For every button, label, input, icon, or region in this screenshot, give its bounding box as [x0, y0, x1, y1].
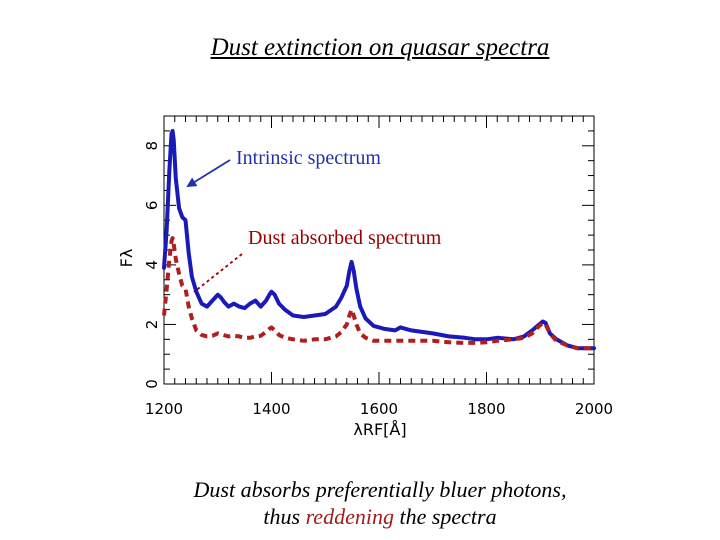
series-line-absorbed — [162, 236, 594, 351]
caption-line-2: thus reddening the spectra — [0, 503, 720, 530]
y-tick-label: 4 — [143, 260, 161, 270]
x-tick-label: 1600 — [360, 400, 398, 418]
arrow-intrinsic — [186, 159, 231, 188]
caption-suffix: the spectra — [393, 504, 497, 529]
y-tick-label: 2 — [143, 320, 161, 330]
annotation-dust-absorbed-spectrum: Dust absorbed spectrum — [248, 227, 442, 249]
slide-caption: Dust absorbs preferentially bluer photon… — [0, 476, 720, 530]
series-line-intrinsic — [162, 128, 596, 351]
y-tick-label: 6 — [143, 201, 161, 211]
x-tick-label: 1400 — [252, 400, 290, 418]
y-tick-label: 0 — [143, 379, 161, 389]
caption-line-1: Dust absorbs preferentially bluer photon… — [193, 477, 567, 502]
annotation-intrinsic-spectrum: Intrinsic spectrum — [236, 147, 381, 169]
y-axis-label: Fλ — [117, 249, 136, 268]
axis-ticks: 1200 1400 1600 1800 2000 0 2 4 6 8 — [143, 115, 613, 418]
x-tick-label: 1800 — [467, 400, 505, 418]
x-tick-label: 2000 — [575, 400, 613, 418]
caption-prefix: thus — [263, 504, 306, 529]
x-axis-label: λRF[Å] — [353, 420, 406, 439]
x-tick-label: 1200 — [145, 400, 183, 418]
series-layer — [162, 128, 596, 351]
slide-title: Dust extinction on quasar spectra — [210, 34, 550, 61]
arrow-absorbed — [193, 253, 243, 293]
y-tick-label: 8 — [143, 141, 161, 151]
caption-highlight-word: reddening — [305, 504, 394, 529]
